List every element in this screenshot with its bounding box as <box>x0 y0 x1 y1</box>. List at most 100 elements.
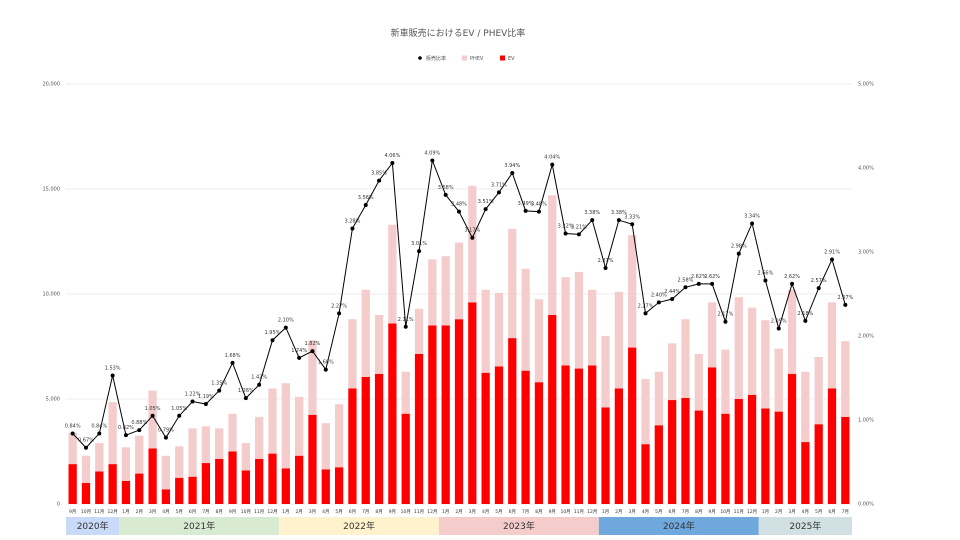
right-axis-ticks: 0.00% 1.00% 2.00% 3.00% 4.00% 5.00% <box>858 82 874 508</box>
legend-swatch <box>500 55 505 61</box>
ev-bar <box>454 319 464 504</box>
ev-bar <box>95 471 104 504</box>
ev-bar <box>68 464 77 504</box>
ratio-point <box>603 265 608 270</box>
phev-bar <box>321 423 330 470</box>
month-label: 2月 <box>775 509 782 515</box>
ratio-label: 1.05% <box>171 406 187 412</box>
ratio-label: 4.06% <box>384 153 400 159</box>
year-band <box>66 517 120 535</box>
ev-bar <box>801 442 810 504</box>
ratio-label: 2.66% <box>757 271 773 277</box>
ratio-label: 2.09% <box>771 318 787 324</box>
month-label: 9月 <box>708 509 715 515</box>
month-label: 1月 <box>122 509 129 515</box>
ratio-point <box>83 445 88 450</box>
month-label: 10月 <box>560 509 570 515</box>
phev-bar <box>95 443 104 472</box>
month-label: 8月 <box>695 509 702 515</box>
ratio-label: 3.01% <box>411 241 427 247</box>
ratio-label: 3.38% <box>611 210 627 216</box>
phev-bar <box>135 435 144 474</box>
ratio-point <box>110 373 115 378</box>
month-label: 12月 <box>427 509 437 515</box>
ev-bar <box>441 325 450 504</box>
month-label: 9月 <box>389 509 396 515</box>
ev-bar <box>135 473 144 504</box>
year-band <box>119 517 280 535</box>
ratio-point <box>550 162 555 167</box>
month-label: 4月 <box>802 509 809 515</box>
phev-bar <box>348 319 357 389</box>
ratio-point <box>496 190 501 195</box>
ev-bar <box>295 455 304 504</box>
phev-bar <box>268 388 277 454</box>
month-label: 6月 <box>668 509 675 515</box>
ratio-label: 3.21% <box>571 224 587 230</box>
ratio-point <box>337 311 342 316</box>
ratio-label: 2.62% <box>784 274 800 280</box>
month-label: 1月 <box>282 509 289 515</box>
ev-bar <box>215 458 224 504</box>
phev-bar <box>494 292 504 367</box>
ratio-point <box>683 285 688 290</box>
left-tick-label: 10,000 <box>43 292 61 298</box>
phev-bar <box>787 289 797 374</box>
ratio-point <box>510 171 515 176</box>
month-label: 8月 <box>375 509 382 515</box>
ev-bar <box>374 373 384 504</box>
phev-bar <box>668 343 677 401</box>
month-label: 11月 <box>734 509 744 515</box>
month-label: 4月 <box>322 509 329 515</box>
ratio-point <box>736 251 741 256</box>
year-label: 2020年 <box>77 520 109 532</box>
ev-bar <box>668 400 677 504</box>
right-tick-label: 4.00% <box>858 166 874 172</box>
ratio-label: 3.85% <box>371 171 387 177</box>
ev-bar <box>388 323 397 504</box>
month-label: 10月 <box>401 509 411 515</box>
phev-bar <box>588 289 597 366</box>
ratio-point <box>523 208 528 213</box>
year-bands: 2020年 2021年 2022年 2023年 2024年 2025年 <box>66 517 852 535</box>
left-tick-label: 20,000 <box>43 82 61 88</box>
phev-bar <box>228 413 237 452</box>
ratio-label: 4.09% <box>424 150 440 156</box>
left-tick-label: 0 <box>57 502 60 508</box>
month-label: 5月 <box>815 509 822 515</box>
legend-label: PHEV <box>470 56 484 62</box>
month-label: 6月 <box>349 509 356 515</box>
ratio-label: 2.40% <box>651 292 667 298</box>
month-label: 10月 <box>720 509 730 515</box>
month-label: 5月 <box>335 509 342 515</box>
ev-bar <box>534 382 544 504</box>
ev-bar <box>468 302 477 504</box>
year-band <box>439 517 599 535</box>
year-band <box>758 517 852 535</box>
ev-bar <box>588 365 597 504</box>
phev-bar <box>681 319 690 398</box>
month-label: 2月 <box>136 509 143 515</box>
ratio-label: 2.57% <box>811 278 827 284</box>
phev-bar <box>121 447 131 481</box>
month-label: 4月 <box>642 509 649 515</box>
year-band <box>279 517 440 535</box>
ratio-label: 2.98% <box>731 244 747 250</box>
ratio-point <box>590 218 595 223</box>
ev-bar <box>268 453 277 504</box>
phev-bar <box>747 307 757 395</box>
month-label: 5月 <box>176 509 183 515</box>
legend-label: 販売比率 <box>426 55 446 62</box>
phev-bar <box>308 340 317 415</box>
month-label: 7月 <box>202 509 209 515</box>
year-label: 2021年 <box>183 520 215 532</box>
ev-bar <box>694 410 703 504</box>
phev-bar <box>454 242 464 320</box>
ratio-label: 2.81% <box>598 258 614 264</box>
month-label: 11月 <box>574 509 584 515</box>
ratio-label: 3.71% <box>491 182 507 188</box>
phev-bar <box>614 291 623 389</box>
ev-bar <box>787 373 797 504</box>
ratio-point <box>403 324 408 329</box>
month-label: 2月 <box>295 509 302 515</box>
